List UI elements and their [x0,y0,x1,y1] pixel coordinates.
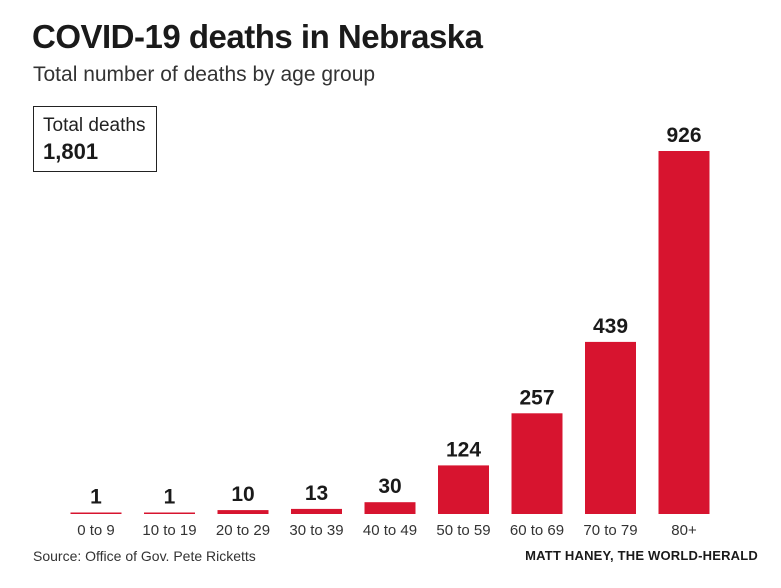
total-deaths-value: 1,801 [43,139,99,164]
bar-1 [144,512,195,514]
category-label-4: 40 to 49 [363,522,417,539]
category-label-7: 70 to 79 [583,522,637,539]
bar-0 [70,512,122,514]
bar-6 [511,413,563,514]
total-deaths-box: Total deaths 1,801 [33,106,157,172]
source-note: Source: Office of Gov. Pete Ricketts [33,548,256,564]
category-label-2: 20 to 29 [216,522,270,539]
bar-3 [291,508,342,514]
total-deaths-label: Total deaths [43,115,146,136]
chart-title: COVID-19 deaths in Nebraska [32,18,483,55]
category-label-3: 30 to 39 [289,522,343,539]
data-label-8: 926 [666,124,701,147]
value-labels-group: 1 1 10 13 30 124 257 439 926 [90,124,701,509]
data-label-5: 124 [446,438,481,461]
chart-subtitle: Total number of deaths by age group [33,63,376,86]
category-labels-group: 0 to 9 10 to 19 20 to 29 30 to 39 40 to 49 50… [77,522,697,539]
category-label-6: 60 to 69 [510,522,564,539]
data-label-2: 10 [231,483,254,506]
bar-5 [438,465,489,514]
category-label-5: 50 to 59 [436,522,490,539]
bar-4 [364,502,416,514]
category-label-1: 10 to 19 [142,522,196,539]
bar-7 [585,341,636,514]
data-label-7: 439 [593,315,628,338]
data-label-3: 13 [305,482,328,505]
data-label-6: 257 [519,386,554,409]
data-label-4: 30 [378,475,401,498]
data-label-1: 1 [164,486,176,509]
bar-2 [217,510,269,514]
data-label-0: 1 [90,486,102,509]
category-label-0: 0 to 9 [77,522,115,539]
bar-8 [658,151,710,514]
credit-line: MATT HANEY, THE WORLD-HERALD [525,548,758,563]
bars-group [70,151,710,514]
category-label-8: 80+ [671,522,697,539]
